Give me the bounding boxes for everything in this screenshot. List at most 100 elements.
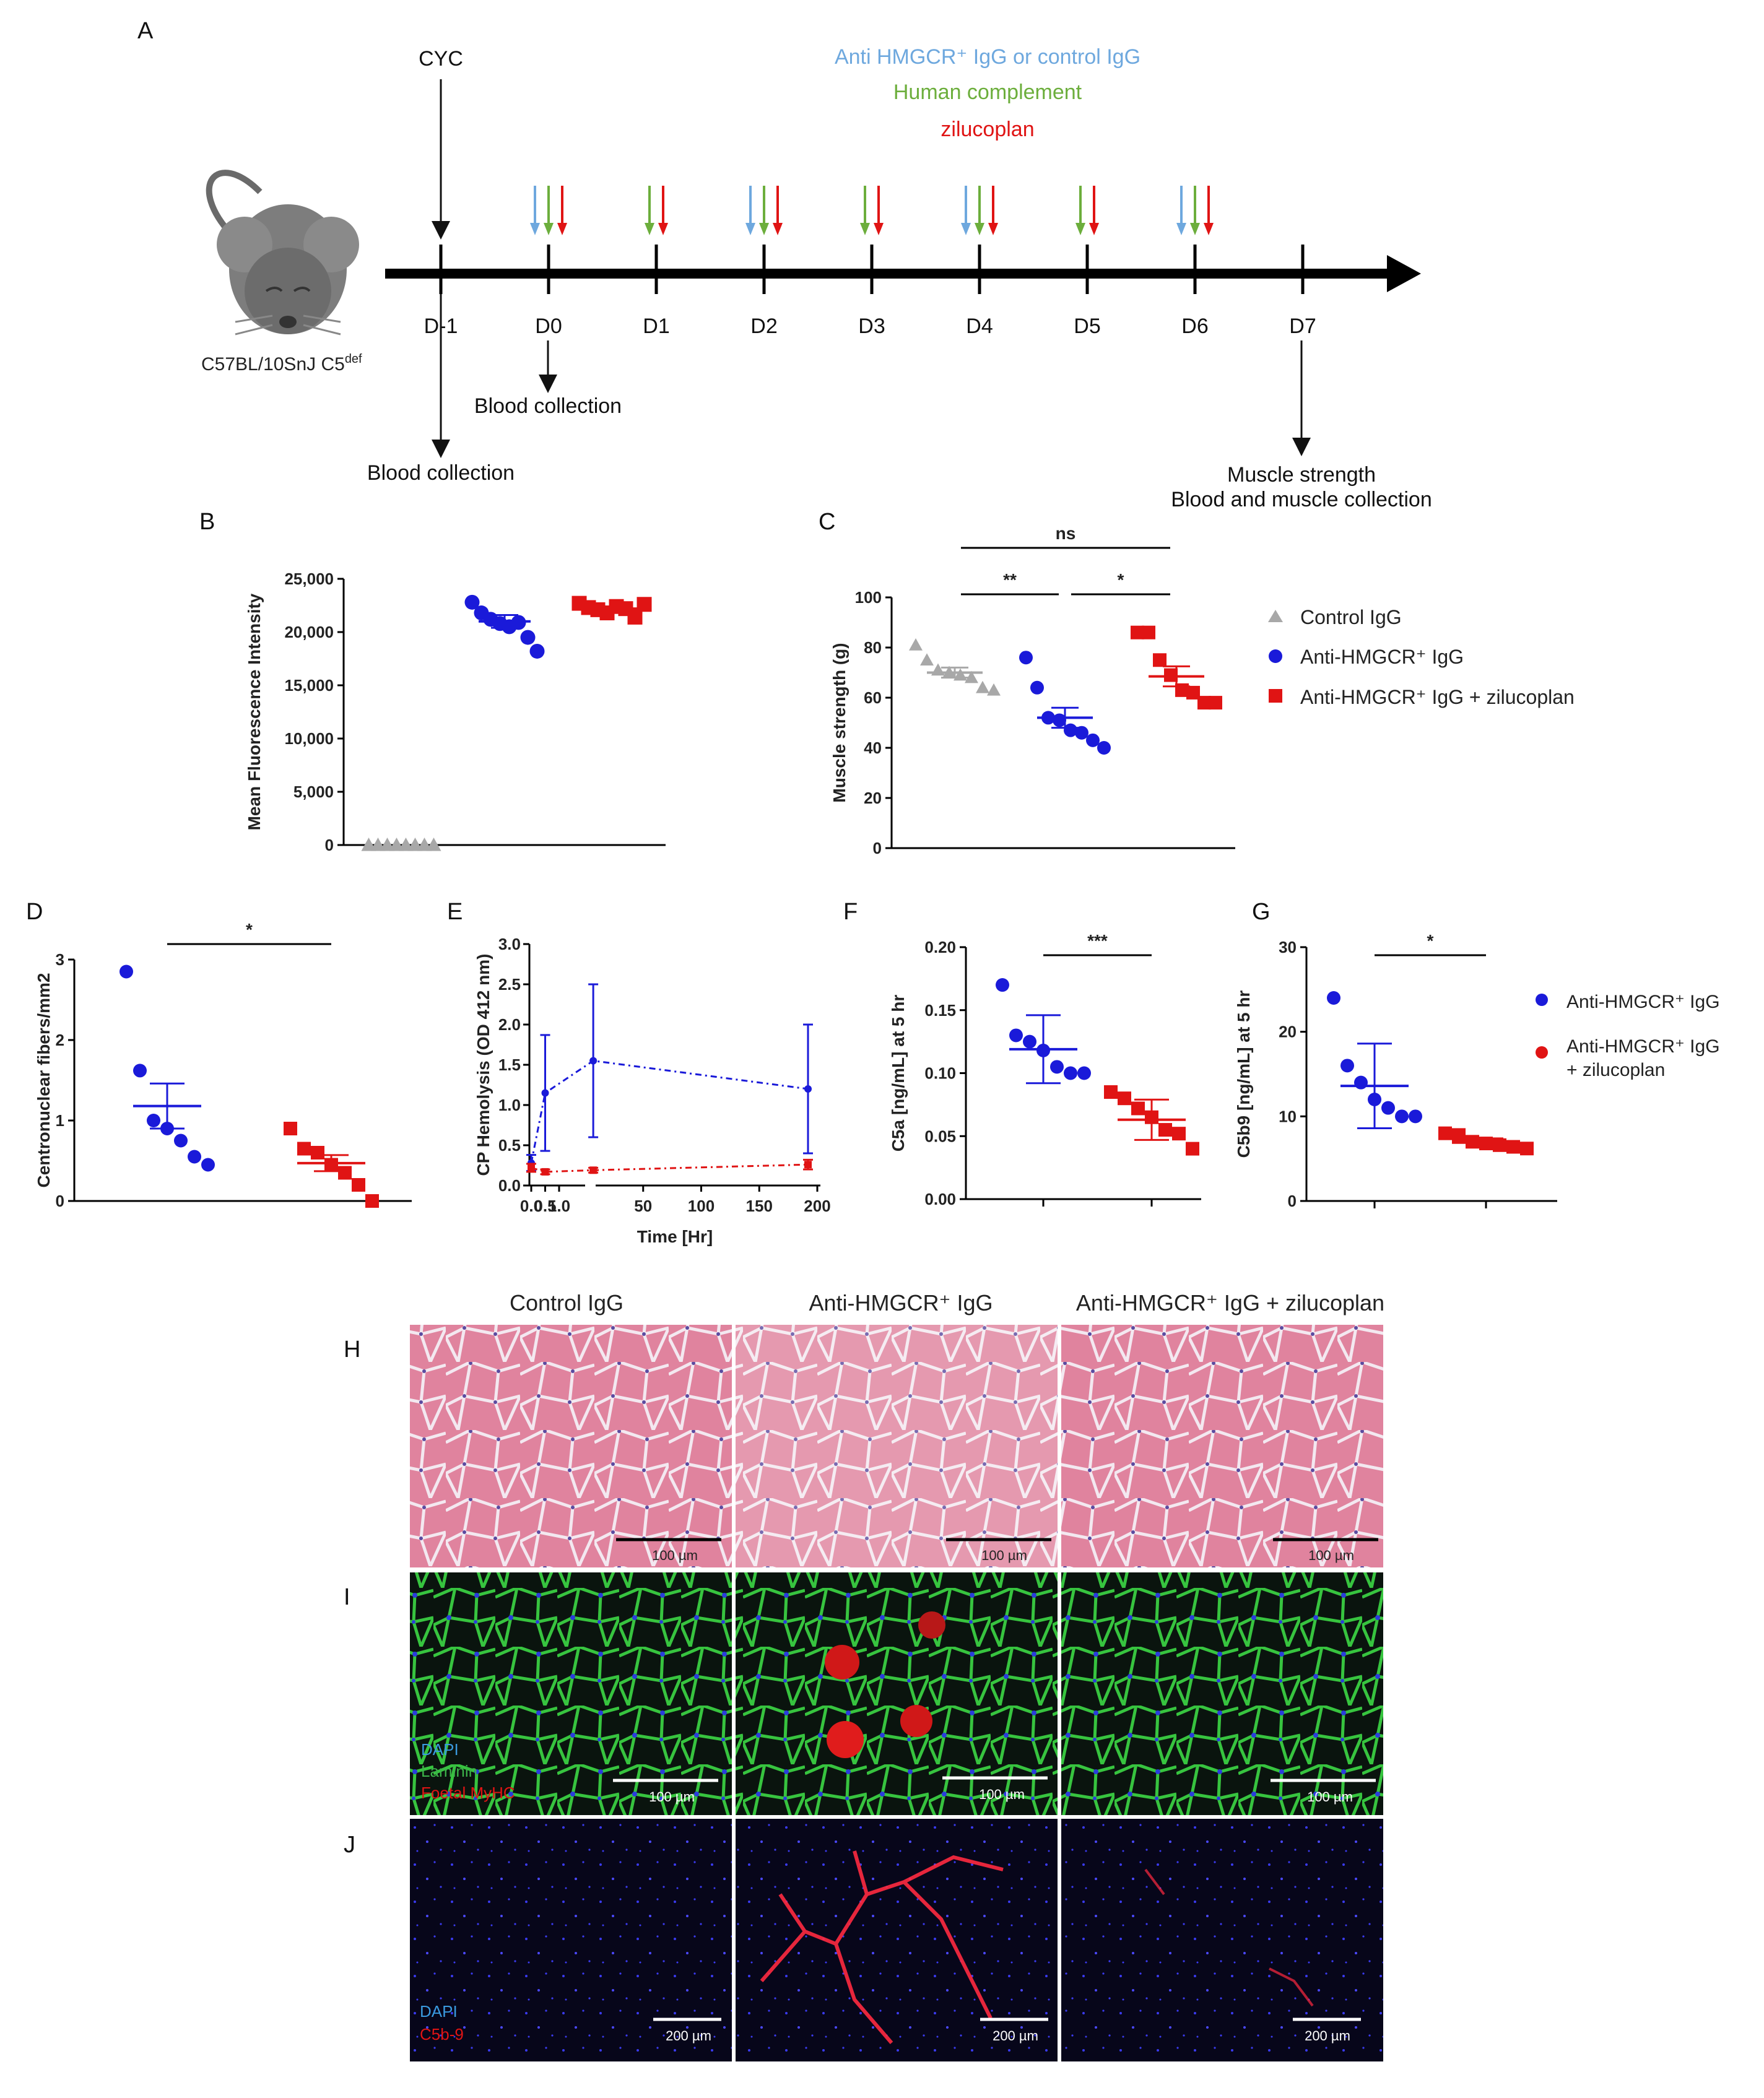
data-point bbox=[297, 1142, 311, 1156]
y-axis-label: CP Hemolysis (OD 412 nm) bbox=[474, 954, 493, 1176]
blood-dm1-label: Blood collection bbox=[367, 461, 515, 485]
y-tick-label: 60 bbox=[864, 688, 882, 707]
col-title-zilu: Anti-HMGCR⁺ IgG + zilucoplan bbox=[1076, 1290, 1384, 1316]
y-tick-label: 0.20 bbox=[924, 938, 956, 956]
data-point bbox=[1009, 1028, 1023, 1042]
data-point bbox=[174, 1134, 188, 1148]
cyc-label: CYC bbox=[419, 47, 463, 71]
legend-g-zilu-marker bbox=[1536, 1046, 1548, 1059]
data-point bbox=[1354, 1075, 1368, 1090]
image-h-zilu bbox=[1061, 1325, 1383, 1567]
panel-b: 0 5,000 10,000 15,000 20,000 25,000 Mean Fluor… bbox=[245, 570, 666, 854]
image-i-anti bbox=[736, 1572, 1058, 1815]
y-tick-label: 3.0 bbox=[498, 935, 521, 953]
data-point bbox=[589, 1166, 597, 1174]
y-tick-label: 20,000 bbox=[284, 623, 334, 641]
series-line bbox=[531, 1163, 809, 1173]
scalebar-h-2-label: 100 µm bbox=[981, 1548, 1027, 1563]
data-point bbox=[352, 1178, 365, 1192]
endpoint-strength: Muscle strength bbox=[1227, 463, 1376, 487]
panel-g-label: G bbox=[1252, 899, 1271, 925]
image-h-anti-pale bbox=[736, 1325, 1058, 1567]
y-tick-label: 0 bbox=[325, 836, 334, 854]
data-point bbox=[389, 838, 404, 851]
day-label: D1 bbox=[643, 314, 669, 338]
legend-g: Anti-HMGCR⁺ IgG Anti-HMGCR⁺ IgG + ziluco… bbox=[1536, 992, 1720, 1080]
x-tick-label: 150 bbox=[746, 1197, 773, 1215]
day-label: D0 bbox=[535, 314, 562, 338]
y-tick-label: 25,000 bbox=[284, 570, 334, 588]
data-point bbox=[365, 1194, 379, 1208]
data-point bbox=[119, 964, 133, 979]
data-point bbox=[464, 594, 480, 610]
data-point bbox=[529, 643, 545, 659]
panel-g: 0 10 20 30 C5b9 [ng/mL] at 5 hr * bbox=[1234, 931, 1557, 1210]
zilu-arrow-head bbox=[1204, 223, 1214, 235]
scalebar-j-2-label: 200 µm bbox=[993, 2028, 1038, 2044]
panel-d-label: D bbox=[26, 899, 43, 925]
channel-i-laminin: Laminin bbox=[421, 1762, 477, 1780]
timeline-days: D-1 D0 D1 D2 D3 D4 D5 D6 D7 bbox=[424, 245, 1316, 338]
data-point bbox=[1023, 1034, 1036, 1049]
data-point bbox=[1340, 1059, 1354, 1073]
data-point bbox=[1493, 1138, 1506, 1152]
data-point bbox=[1520, 1142, 1534, 1156]
data-point bbox=[1381, 1101, 1395, 1115]
y-tick-label: 20 bbox=[1279, 1023, 1297, 1041]
y-tick-label: 2 bbox=[56, 1031, 64, 1049]
data-point bbox=[1086, 733, 1100, 747]
x-tick-label: 1.0 bbox=[548, 1197, 570, 1215]
panel-c-label: C bbox=[819, 509, 835, 535]
scalebar-h-3-label: 100 µm bbox=[1308, 1548, 1354, 1563]
image-h-control bbox=[410, 1325, 732, 1567]
data-point bbox=[380, 838, 395, 851]
data-point bbox=[133, 1064, 147, 1078]
data-point bbox=[541, 1089, 549, 1097]
data-point bbox=[188, 1150, 201, 1164]
data-point bbox=[909, 638, 923, 651]
data-point bbox=[1104, 1085, 1118, 1099]
y-axis-label: C5a [ng/mL] at 5 hr bbox=[889, 995, 908, 1152]
ab-arrow-head bbox=[1176, 223, 1186, 235]
panel-f-label: F bbox=[843, 899, 858, 925]
y-tick-label: 0 bbox=[56, 1192, 64, 1210]
image-i-control bbox=[410, 1572, 732, 1815]
x-tick-label: 0.5 bbox=[534, 1197, 556, 1215]
data-point bbox=[1197, 696, 1211, 710]
y-tick-label: 10,000 bbox=[284, 729, 334, 748]
y-tick-label: 0.05 bbox=[924, 1127, 956, 1145]
image-i-zilu bbox=[1061, 1572, 1383, 1815]
y-tick-label: 10 bbox=[1279, 1107, 1297, 1125]
y-axis-label: Muscle strength (g) bbox=[830, 643, 849, 802]
data-point bbox=[1209, 696, 1222, 710]
legend-g-zilu-line1: Anti-HMGCR⁺ IgG bbox=[1566, 1036, 1720, 1057]
y-tick-label: 3 bbox=[56, 950, 64, 969]
blood-d0-label: Blood collection bbox=[474, 394, 622, 418]
panel-a-label: A bbox=[137, 18, 154, 44]
y-tick-label: 2.0 bbox=[498, 1015, 521, 1034]
data-point bbox=[996, 978, 1009, 992]
data-point bbox=[1131, 1101, 1145, 1116]
legend-c-control: Control IgG bbox=[1300, 606, 1402, 628]
legend-c-zilu: Anti-HMGCR⁺ IgG + zilucoplan bbox=[1300, 686, 1575, 708]
scalebar-i-2-label: 100 µm bbox=[979, 1787, 1025, 1802]
legend-g-anti-marker bbox=[1536, 994, 1548, 1006]
data-point bbox=[804, 1161, 812, 1169]
data-point bbox=[338, 1166, 352, 1180]
data-point bbox=[1164, 668, 1178, 682]
injection-arrows bbox=[530, 186, 1214, 235]
y-tick-label: 5,000 bbox=[293, 782, 334, 801]
series-line bbox=[530, 1059, 809, 1163]
data-point bbox=[398, 838, 414, 851]
scalebar-j-3-label: 200 µm bbox=[1305, 2028, 1350, 2044]
data-point bbox=[417, 838, 432, 851]
x-tick-label: 50 bbox=[634, 1197, 652, 1215]
comp-arrow-head bbox=[860, 223, 870, 235]
y-axis-label: C5b9 [ng/mL] at 5 hr bbox=[1234, 990, 1253, 1158]
data-point bbox=[1327, 991, 1340, 1005]
comp-arrow-head bbox=[645, 223, 654, 235]
data-point bbox=[201, 1158, 215, 1172]
